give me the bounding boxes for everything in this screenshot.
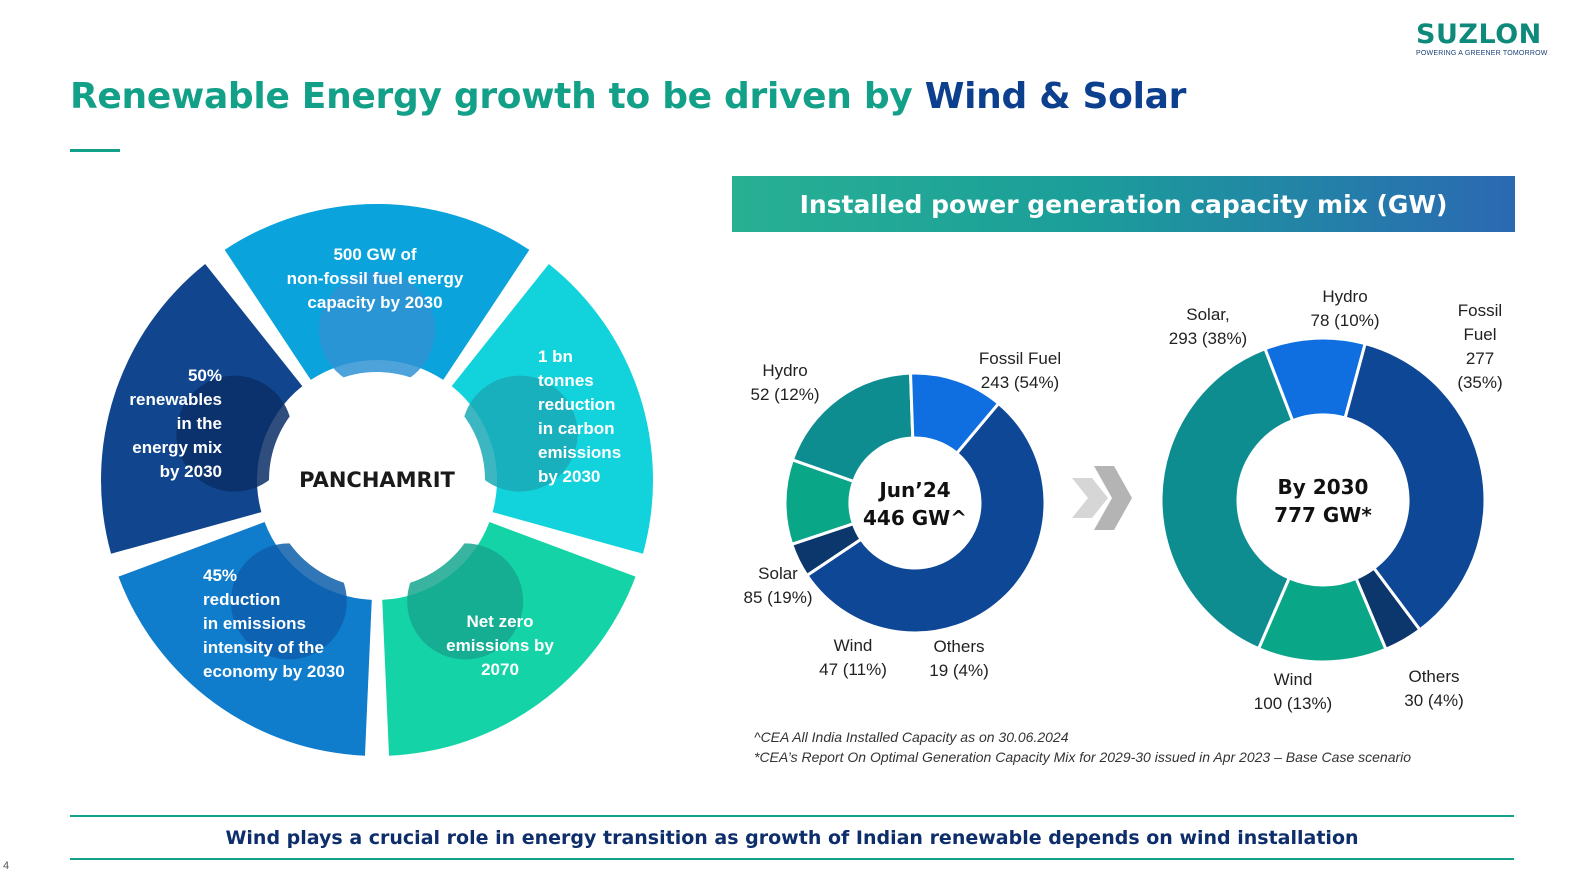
title-part-1: Renewable Energy growth to be driven by [70, 76, 925, 117]
donut-center-label: Jun’24 446 GW^ [863, 478, 967, 530]
donut-slice-fossil-fuel [804, 401, 1047, 635]
donut-label-solar: Solar 85 (19%) [744, 564, 813, 607]
donut-label-wind: Wind 100 (13%) [1254, 670, 1332, 713]
chart-banner: Installed power generation capacity mix … [732, 176, 1515, 232]
panchamrit-segment-text: 50% renewables in the energy mix by 2030 [129, 366, 222, 481]
page-number: 4 [3, 860, 10, 872]
donut-chart-2030: Hydro 78 (10%) Fossil Fuel 277 (35%) Others 30 … [1159, 287, 1503, 713]
donut-label-hydro: Hydro 52 (12%) [751, 361, 820, 404]
logo-tagline: POWERING A GREENER TOMORROW [1416, 50, 1548, 57]
donut-slice-solar [790, 371, 915, 484]
panchamrit-overlap-lobe [230, 543, 347, 660]
footnote-1: ^CEA All India Installed Capacity as on … [754, 729, 1069, 745]
donut-label-others: Others 19 (4%) [929, 637, 989, 680]
panchamrit-center-label: PANCHAMRIT [299, 468, 455, 492]
donut-chart-jun24: Fossil Fuel 243 (54%) Others 19 (4%) Wind 47 … [744, 349, 1062, 680]
donut-slice-solar [1159, 346, 1295, 651]
panchamrit-segment-text: 500 GW of non-fossil fuel energy capacity … [287, 245, 464, 312]
bottom-message: Wind plays a crucial role in energy tran… [225, 827, 1359, 849]
footnotes: ^CEA All India Installed Capacity as on … [754, 727, 1411, 767]
panchamrit-overlap-lobe [407, 543, 524, 660]
footnote-2: *CEA’s Report On Optimal Generation Capa… [754, 749, 1412, 765]
bottom-rule-bottom [70, 858, 1514, 860]
panchamrit-segment-text: Net zero emissions by 2070 [446, 612, 554, 679]
donut-label-wind: Wind 47 (11%) [819, 636, 887, 679]
panchamrit-overlap-lobe [461, 375, 578, 492]
panchamrit-overlap-lobe [176, 375, 293, 492]
donut-slice-hydro [908, 371, 1001, 456]
panchamrit-segment-text: 1 bn tonnes reduction in carbon emissions by … [538, 347, 621, 486]
donut-label-solar: Solar, 293 (38%) [1169, 305, 1247, 348]
suzlon-logo: SUZLON POWERING A GREENER TOMORROW [1416, 19, 1556, 58]
donut-label-others: Others 30 (4%) [1404, 667, 1464, 710]
title-part-2: Wind & Solar [924, 76, 1187, 117]
panchamrit-center [269, 372, 485, 588]
panchamrit-segment-text: 45% reduction in emissions intensity of the… [203, 566, 345, 681]
panchamrit-overlap-lobe [319, 272, 435, 388]
donut-slice-fossil-fuel [1343, 341, 1487, 632]
chevron-arrows-icon [1072, 466, 1132, 530]
logo-wordmark: SUZLON [1416, 19, 1542, 50]
donut-center-label: By 2030 777 GW* [1274, 475, 1372, 527]
bottom-rule-top [70, 815, 1514, 817]
donut-label-fossil-fuel: Fossil Fuel 277 (35%) [1457, 301, 1502, 392]
donut-label-hydro: Hydro 78 (10%) [1311, 287, 1380, 330]
slide-title: Renewable Energy growth to be driven by … [70, 76, 1186, 117]
title-underline [70, 149, 120, 152]
donut-label-fossil-fuel: Fossil Fuel 243 (54%) [979, 349, 1061, 392]
panchamrit-diagram: PANCHAMRIT 500 GW of non-fossil fuel energ… [101, 204, 653, 764]
